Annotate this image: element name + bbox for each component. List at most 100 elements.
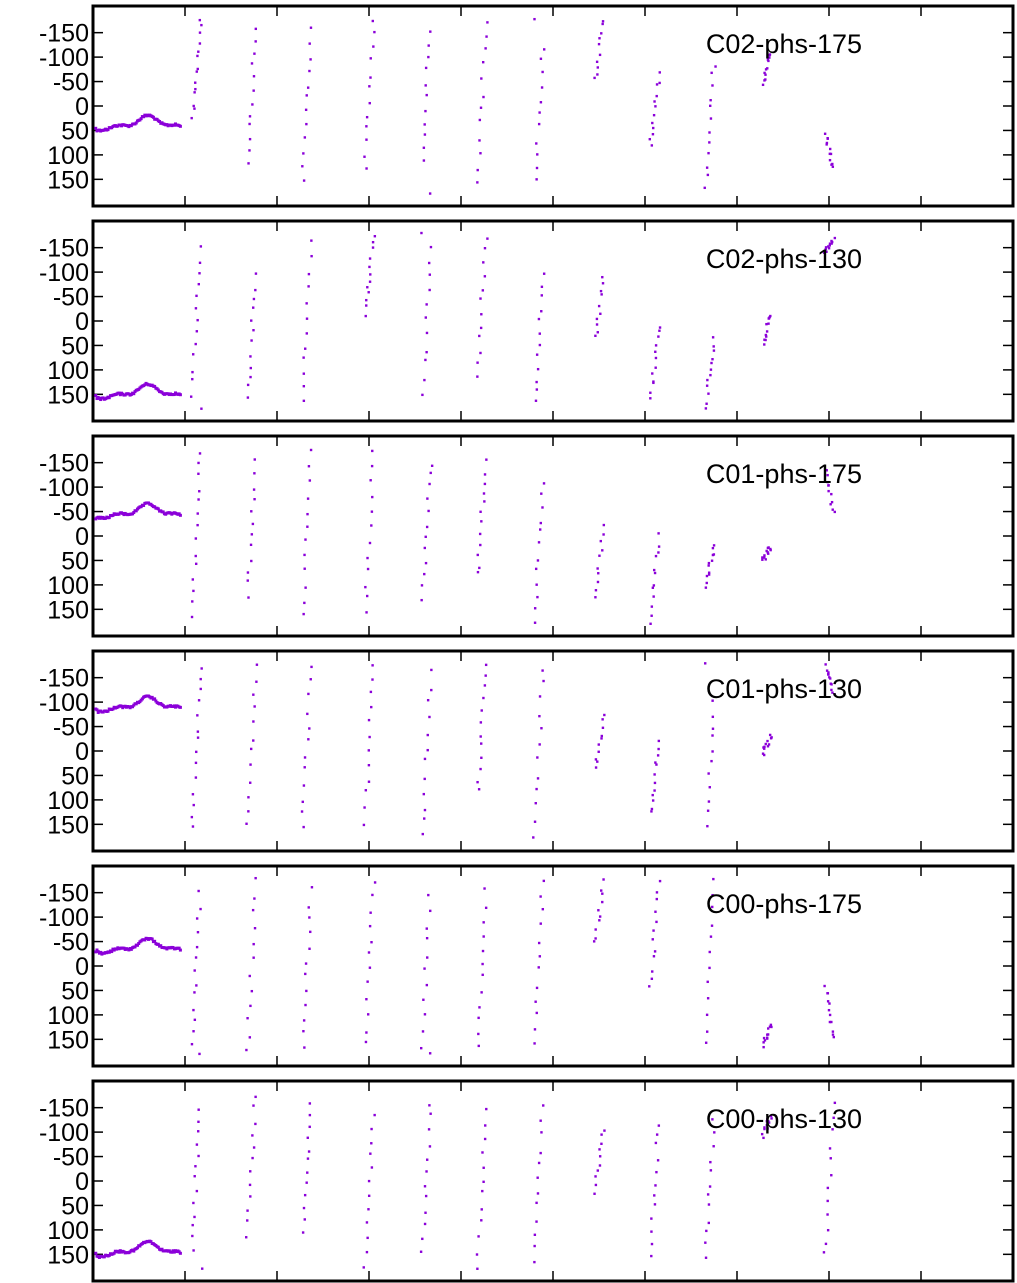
- data-point: [536, 367, 540, 371]
- data-point: [833, 1101, 837, 1105]
- data-point: [368, 966, 372, 969]
- data-point: [711, 336, 715, 339]
- data-point: [598, 554, 601, 557]
- plot-frame: [91, 649, 1015, 853]
- data-point: [764, 338, 767, 342]
- data-point: [831, 691, 834, 694]
- y-tick-label: -100: [39, 259, 89, 287]
- data-point: [478, 334, 481, 338]
- data-point: [655, 1170, 658, 1174]
- plot-frame: [91, 434, 1015, 638]
- data-point: [196, 736, 200, 739]
- data-point: [192, 803, 195, 807]
- data-point: [305, 1181, 308, 1184]
- data-point: [178, 1251, 182, 1255]
- data-point: [371, 678, 374, 681]
- data-point: [249, 375, 252, 379]
- data-point: [365, 1250, 369, 1254]
- data-point: [481, 60, 485, 64]
- data-point: [194, 81, 197, 84]
- data-point: [252, 1104, 255, 1107]
- data-point: [371, 495, 374, 499]
- data-point: [306, 525, 309, 528]
- data-point: [763, 71, 766, 75]
- data-point: [482, 95, 485, 99]
- data-point: [424, 66, 428, 70]
- data-point: [194, 956, 198, 959]
- data-point: [707, 1221, 710, 1225]
- data-point: [302, 372, 306, 375]
- data-point: [658, 71, 661, 74]
- data-point: [425, 350, 428, 354]
- data-point: [650, 1230, 653, 1233]
- data-point: [705, 581, 708, 585]
- data-point: [172, 393, 176, 397]
- data-point: [422, 159, 426, 162]
- data-point: [480, 520, 483, 523]
- data-point: [480, 1219, 483, 1222]
- data-point: [420, 584, 424, 587]
- data-point: [766, 739, 769, 743]
- data-point: [478, 566, 481, 570]
- data-point: [769, 314, 772, 318]
- data-point: [712, 877, 715, 881]
- data-point: [533, 1233, 537, 1236]
- data-point: [597, 42, 601, 46]
- data-point: [191, 370, 194, 374]
- data-point: [367, 1179, 371, 1183]
- data-point: [302, 179, 306, 182]
- data-point: [654, 344, 658, 347]
- data-point: [594, 766, 598, 769]
- data-point: [828, 1013, 832, 1017]
- data-point: [654, 554, 658, 558]
- data-point: [540, 1131, 543, 1134]
- data-point: [365, 304, 368, 307]
- data-point: [192, 353, 195, 356]
- data-point: [194, 87, 197, 91]
- data-point: [159, 944, 163, 948]
- data-point: [423, 817, 426, 820]
- data-point: [195, 1189, 199, 1193]
- data-point: [596, 73, 599, 76]
- data-point: [94, 126, 98, 130]
- data-point: [302, 152, 305, 155]
- data-point: [824, 246, 828, 249]
- data-point: [483, 482, 487, 486]
- data-point: [532, 836, 535, 839]
- data-point: [195, 945, 199, 949]
- data-point: [430, 668, 433, 672]
- data-point: [118, 393, 122, 397]
- data-point: [830, 1174, 833, 1177]
- data-point: [596, 580, 600, 584]
- data-point: [710, 361, 713, 365]
- data-point: [302, 399, 306, 403]
- data-point: [540, 727, 543, 730]
- data-point: [601, 892, 604, 895]
- data-point: [135, 943, 139, 947]
- data-point: [255, 680, 258, 683]
- data-point: [654, 105, 657, 108]
- data-point: [828, 242, 832, 245]
- data-point: [303, 601, 306, 605]
- data-point: [765, 335, 768, 338]
- data-point: [200, 667, 203, 670]
- data-point: [541, 669, 544, 672]
- data-point: [302, 356, 305, 359]
- data-point: [200, 23, 203, 27]
- data-point: [309, 448, 313, 452]
- data-point: [598, 1148, 601, 1151]
- data-point: [650, 605, 654, 608]
- data-point: [650, 1217, 653, 1220]
- data-point: [142, 503, 146, 507]
- data-point: [191, 600, 194, 603]
- data-point: [765, 1123, 769, 1127]
- data-point: [828, 152, 832, 156]
- data-point: [830, 683, 833, 686]
- data-point: [770, 1117, 773, 1120]
- data-point: [425, 303, 428, 306]
- data-point: [193, 1175, 196, 1178]
- data-point: [198, 490, 201, 493]
- data-point: [480, 313, 483, 316]
- data-point: [250, 533, 254, 536]
